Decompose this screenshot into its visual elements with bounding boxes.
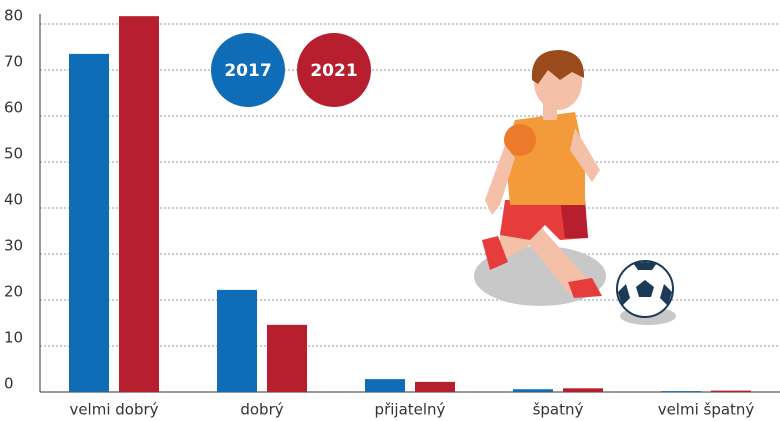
- y-tick-label: 10: [4, 329, 23, 347]
- bar: [267, 324, 307, 392]
- bar: [563, 388, 603, 392]
- bar: [513, 389, 553, 392]
- x-tick-label: velmi dobrý: [69, 401, 158, 419]
- bar: [415, 381, 455, 392]
- bar: [661, 391, 701, 392]
- illustration: [474, 50, 676, 325]
- bar: [119, 16, 159, 393]
- y-tick-label: 30: [4, 237, 23, 255]
- y-tick-label: 50: [4, 145, 23, 163]
- bar: [711, 390, 751, 392]
- x-tick-label: špatný: [533, 401, 584, 419]
- y-tick-label: 70: [4, 53, 23, 71]
- legend-label: 2017: [224, 61, 271, 81]
- legend-swatch: [211, 33, 285, 107]
- legend-swatch: [297, 33, 371, 107]
- bar: [217, 289, 257, 392]
- x-tick-label: přijatelný: [375, 401, 446, 419]
- y-tick-label: 60: [4, 99, 23, 117]
- legend-label: 2021: [310, 61, 357, 81]
- y-tick-label: 20: [4, 283, 23, 301]
- bar: [69, 53, 109, 393]
- y-tick-label: 80: [4, 7, 23, 25]
- y-tick-label: 40: [4, 191, 23, 209]
- x-tick-label: velmi špatný: [658, 401, 755, 419]
- y-tick-label: 0: [4, 375, 14, 393]
- bar: [365, 379, 405, 392]
- x-tick-label: dobrý: [240, 401, 283, 419]
